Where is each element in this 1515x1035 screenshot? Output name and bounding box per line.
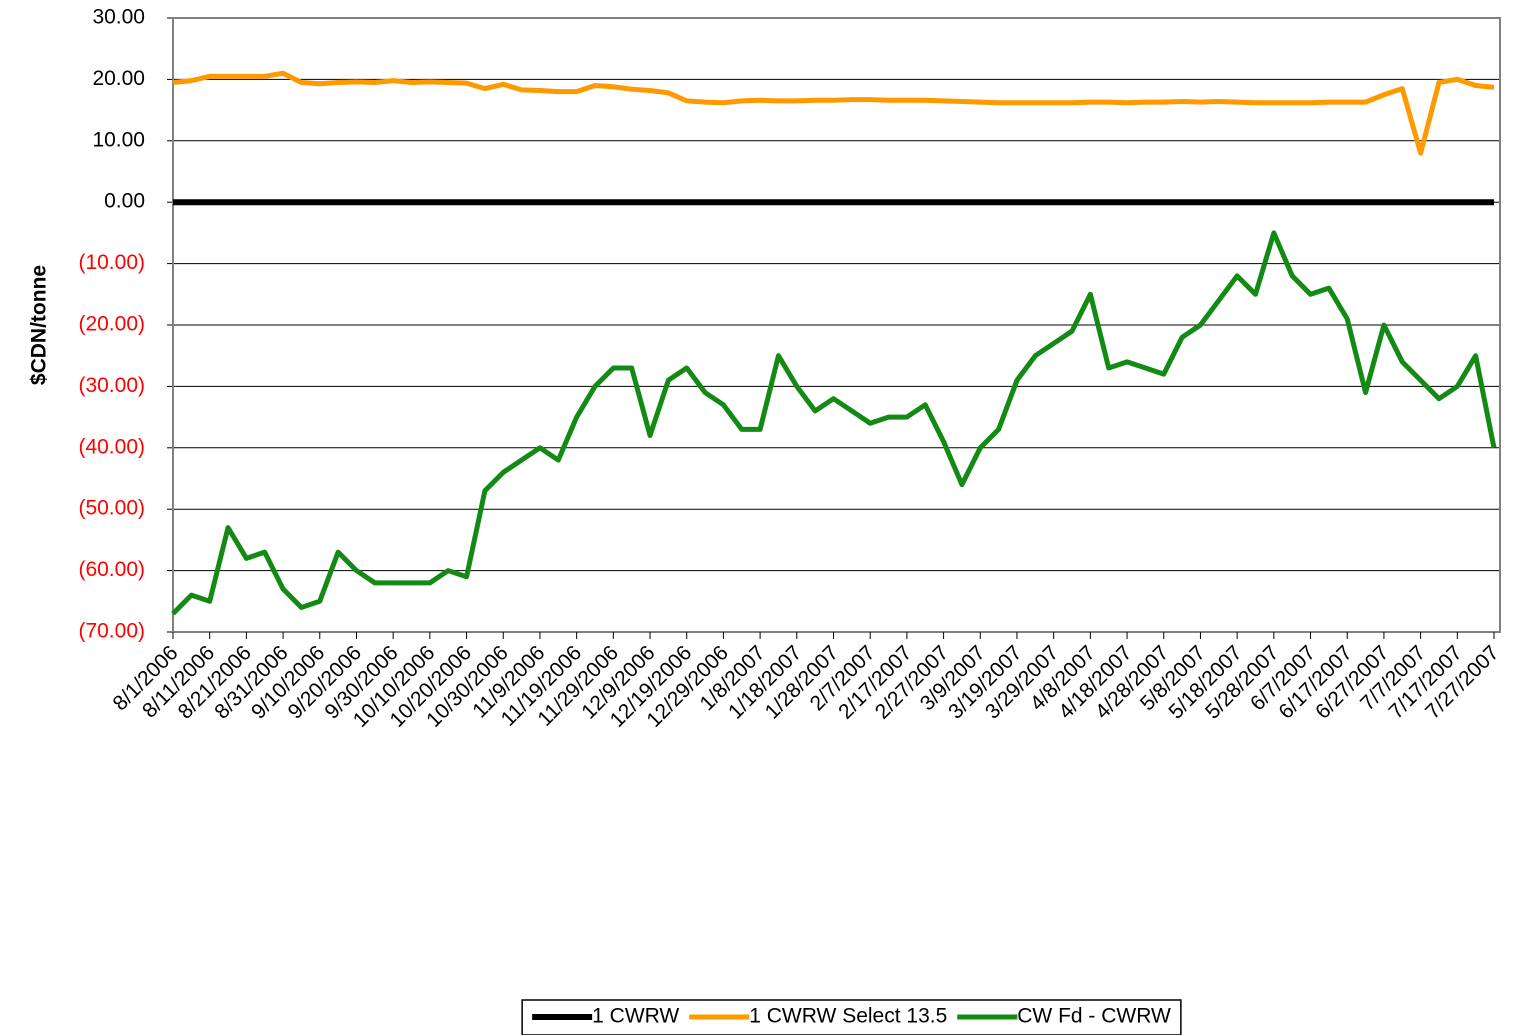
series-line [172,70,1495,156]
y-tick-label: (60.00) [78,558,145,581]
legend-label: 1 CWRW [592,1005,679,1028]
y-tick-label: 0.00 [104,190,145,213]
legend: 1 CWRW 1 CWRW Select 13.5 CW Fd - CWRW [521,999,1182,1035]
legend-label: CW Fd - CWRW [1017,1005,1171,1028]
plot-border [172,17,1501,633]
y-tick-label: (70.00) [78,620,145,643]
y-tick-label: (30.00) [78,374,145,397]
legend-label: 1 CWRW Select 13.5 [749,1005,947,1028]
y-tick-label: (50.00) [78,497,145,520]
legend-box [521,999,1182,1035]
series-line [171,230,1497,616]
y-tick-label: 30.00 [92,6,145,29]
y-tick-label: 20.00 [92,67,145,90]
y-tick-label: 10.00 [92,128,145,151]
y-tick-label: (10.00) [78,251,145,274]
y-tick-label: (40.00) [78,435,145,458]
y-axis-label: $CDN/tonne [28,265,51,385]
y-tick-label: (20.00) [78,313,145,336]
